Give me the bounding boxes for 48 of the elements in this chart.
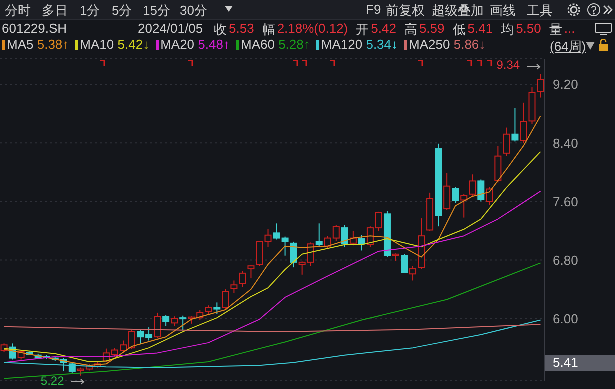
text: 5.59 [419,21,445,36]
y-tick-label: 6.80 [553,252,578,268]
legend-label: MA60 [240,37,275,52]
chart-subtitle: 2024/01/05 [138,21,204,36]
text: F9 [366,2,382,17]
text: 多日 [42,2,68,20]
annotation: 5.22 [40,374,64,388]
legend-label: MA20 [160,37,195,52]
text: 5.42↓ [116,37,150,52]
legend-label: MA250 [409,37,450,52]
text: 2.18%(0.12) [277,21,348,36]
legend-label: MA120 [321,37,363,52]
text: 5.42 [371,21,396,36]
text: 5.86↓ [452,37,486,52]
text: (64周) [550,38,586,56]
text: 均 [501,21,514,39]
text: 5.48↑ [197,37,230,52]
legend-label: MA5 [7,37,34,52]
text: 分时 [5,2,31,20]
text: 5.28↑ [278,37,310,52]
y-tick-label: 9.20 [553,77,578,92]
text: 量 [549,21,562,39]
text: 低 [452,21,466,39]
text: 超级叠加 [432,2,484,20]
text: 5.34↓ [365,37,398,52]
text: 1分 [80,2,100,20]
text: 收 [214,21,227,39]
text: 5.50 [516,21,542,38]
text: 幅 [262,21,276,39]
text: 前复权 [386,2,425,20]
y-tick-label: 6.00 [553,311,578,326]
annotation: 9.34 [496,58,520,72]
chart-title: 601229.SH [2,21,68,36]
text: 5.41 [468,21,494,36]
text: 5分 [112,2,132,20]
text: 30分 [180,2,208,20]
text: 高 [404,21,418,39]
text: 5.53 [229,21,254,36]
y-tick-label: 7.60 [553,194,578,210]
text: 5.41 [545,355,615,371]
text: 开 [356,21,370,39]
text: ... [564,21,576,38]
text: 5.38↑ [36,37,70,52]
text: 工具 [527,2,553,20]
text: 画线 [490,2,516,20]
y-tick-label: 8.40 [553,136,578,151]
text: 15分 [143,2,170,20]
legend-label: MA10 [80,37,114,52]
